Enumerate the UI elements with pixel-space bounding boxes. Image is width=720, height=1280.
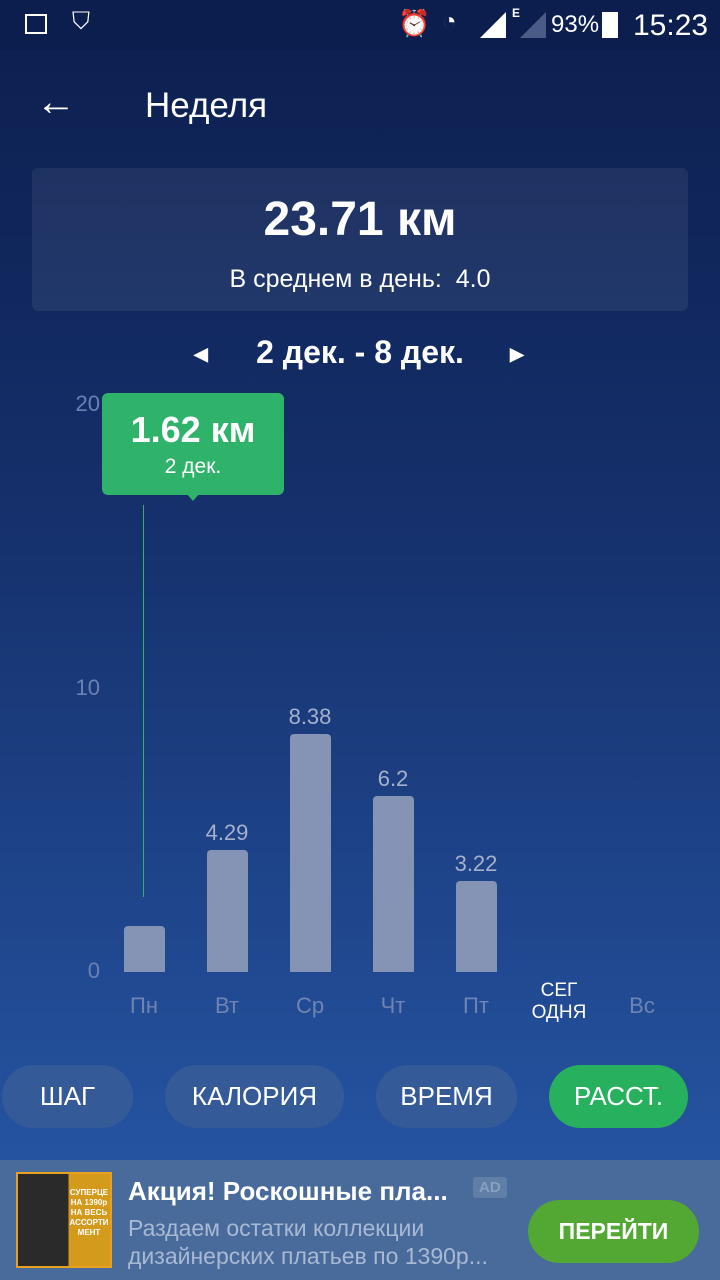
clock: 15:23 [633,9,709,42]
tooltip-value: 1.62 км [130,409,256,450]
ad-image: СУПЕРЦЕНА 1390р НА ВЕСЬ АССОРТИМЕНТ [16,1172,112,1268]
daily-average: В среднем в день: 4.0 [32,265,688,294]
status-bar: ⛉ ⏰ ◔ E 93% 15:23 [0,0,720,50]
ad-title: Акция! Роскошные пла... [128,1176,448,1206]
x-tick-label: Вс [629,993,655,1018]
x-tick-label: Ср [295,993,325,1018]
battery-icon [602,12,618,38]
bar-value-label: 6.2 [377,766,409,792]
bar[interactable] [124,926,165,972]
gallery-icon [25,14,47,34]
bar[interactable] [456,880,497,972]
bar[interactable] [290,734,331,972]
arrow-left-icon: ← [36,80,76,124]
bar[interactable] [207,850,248,972]
page-title: Неделя [145,86,268,125]
x-tick-label: СЕГ ОДНЯ [531,980,587,1023]
bar[interactable] [373,796,414,972]
tab-steps[interactable]: ШАГ [2,1065,133,1128]
ad-banner[interactable]: СУПЕРЦЕНА 1390р НА ВЕСЬ АССОРТИМЕНТ Акци… [0,1160,720,1280]
tooltip-pointer [186,493,200,508]
date-range-label: 2 дек. - 8 дек. [256,334,464,370]
tab-label: РАССТ. [573,1081,664,1111]
back-button[interactable]: ← [36,80,76,125]
avg-label: В среднем в день: [229,265,442,293]
tab-label: КАЛОРИЯ [191,1081,318,1111]
battery-text: 93% [551,11,600,38]
tooltip-date: 2 дек. [164,455,222,478]
ad-cta-button[interactable]: ПЕРЕЙТИ [528,1200,699,1263]
selection-line [143,505,144,897]
prev-week-button[interactable]: ◀ [194,344,208,364]
wifi-icon: ◔ [442,8,457,35]
ad-image-text: СУПЕРЦЕНА 1390р НА ВЕСЬ АССОРТИМЕНТ [69,1188,109,1237]
x-tick-label: Пт [463,993,489,1018]
tab-distance[interactable]: РАССТ. [549,1065,688,1128]
x-tick-label: Пн [130,993,158,1018]
bar-value-label: 8.38 [288,704,332,730]
tab-label: ШАГ [39,1081,96,1111]
total-distance: 23.71 км [263,193,457,246]
shield-check-icon: ⛉ [72,8,90,35]
avg-value: 4.0 [455,265,491,293]
bar-value-label: 4.29 [205,820,249,846]
date-range: ◀ 2 дек. - 8 дек. ▶ [0,334,720,371]
x-tick-label: Чт [380,993,406,1018]
network-type: E [512,6,521,20]
y-tick-label: 0 [87,958,100,983]
next-week-button[interactable]: ▶ [510,344,524,364]
y-tick-label: 10 [75,674,100,700]
signal-icon [480,12,506,38]
ad-body: Раздаем остатки коллекции дизайнерских п… [128,1215,488,1269]
tab-calories[interactable]: КАЛОРИЯ [165,1065,344,1128]
summary-card: 23.71 км В среднем в день: 4.0 [32,168,688,311]
y-tick-label: 20 [75,391,100,416]
alarm-icon: ⏰ [398,8,431,38]
bar-value-label: 3.22 [454,850,498,876]
tab-time[interactable]: ВРЕМЯ [376,1065,517,1128]
x-tick-label: Вт [214,993,240,1018]
signal-weak-icon [520,12,546,38]
selection-tooltip: 1.62 км 2 дек. [102,393,284,501]
ad-badge: AD [473,1177,507,1198]
tab-label: ВРЕМЯ [400,1081,493,1111]
